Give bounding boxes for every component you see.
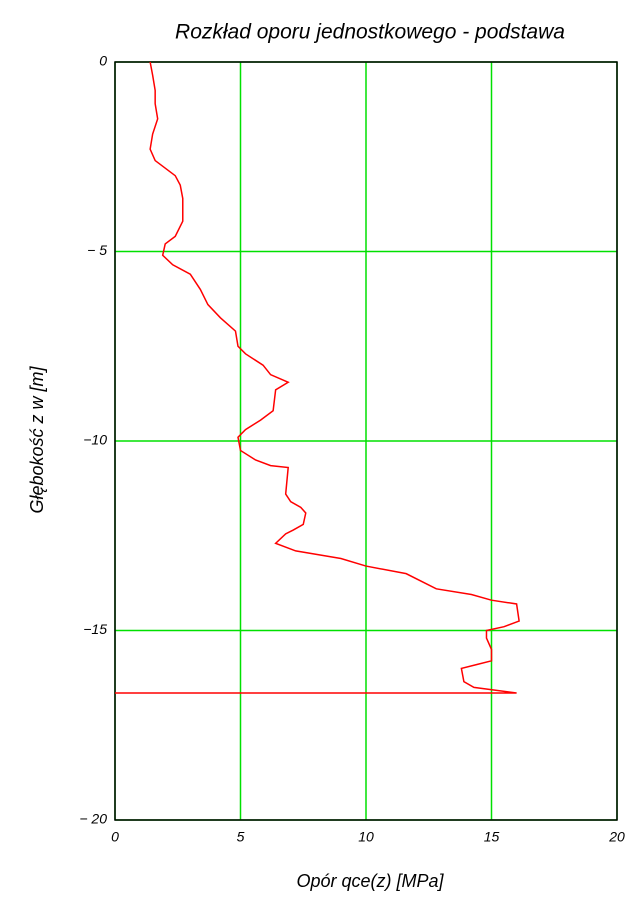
y-tick-label: − 20 [79,811,107,827]
x-tick-label: 5 [237,829,245,845]
chart-title: Rozkład oporu jednostkowego - podstawa [175,21,565,44]
y-axis-label: Głębokość z w [m] [27,365,47,513]
y-tick-label: −15 [83,621,107,637]
x-tick-label: 15 [484,829,500,845]
data-line [115,61,520,694]
x-tick-label: 10 [358,829,374,845]
x-tick-label: 0 [111,829,119,845]
y-tick-label: 0 [99,53,107,69]
y-tick-label: − 5 [87,242,107,258]
y-tick-label: −10 [83,432,107,448]
plot-frame [114,61,618,821]
x-tick-label: 20 [608,829,625,845]
x-axis-label: Opór qce(z) [MPa] [296,871,444,891]
